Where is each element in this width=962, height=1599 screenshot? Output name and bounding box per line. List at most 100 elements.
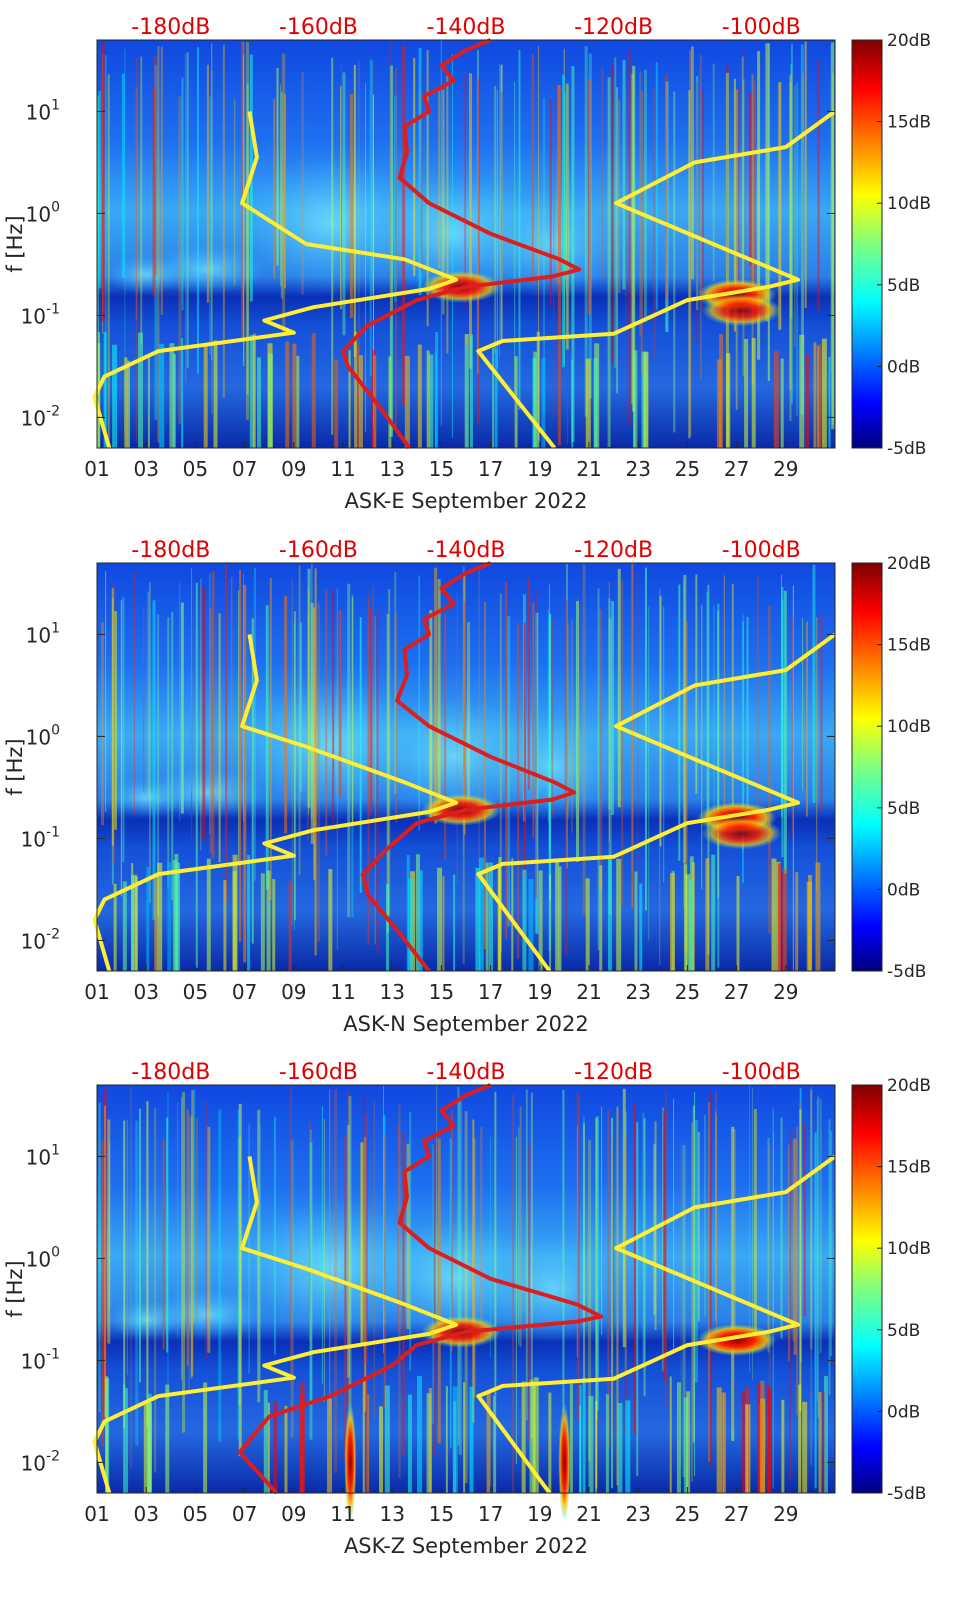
transient-streak xyxy=(664,1091,667,1406)
transient-streak xyxy=(659,595,662,847)
transient-streak xyxy=(389,65,393,437)
transient-streak xyxy=(195,582,198,968)
low-frequency-column xyxy=(154,874,158,971)
transient-streak xyxy=(291,579,293,926)
transient-streak xyxy=(523,622,526,878)
top-db-label: -120dB xyxy=(574,15,653,40)
transient-streak xyxy=(790,64,793,318)
transient-streak xyxy=(595,1117,598,1489)
transient-streak xyxy=(383,1136,386,1408)
low-frequency-column xyxy=(442,876,445,971)
low-frequency-column xyxy=(716,359,722,448)
x-tick-label: 09 xyxy=(281,980,306,1004)
transient-streak xyxy=(628,49,632,426)
low-frequency-column xyxy=(633,350,638,448)
transient-streak xyxy=(140,56,143,346)
transient-streak xyxy=(547,609,549,823)
y-tick-label: 100 xyxy=(26,1244,60,1271)
x-tick-label: 13 xyxy=(379,1502,404,1526)
y-tick-label: 10-2 xyxy=(21,926,60,953)
low-frequency-column xyxy=(311,333,316,448)
transient-streak xyxy=(283,93,286,289)
transient-streak xyxy=(243,584,247,963)
transient-streak xyxy=(289,1086,292,1388)
low-frequency-column xyxy=(571,359,574,448)
transient-streak xyxy=(534,589,537,898)
transient-streak xyxy=(789,1129,791,1480)
low-frequency-column xyxy=(815,862,821,971)
low-frequency-column xyxy=(203,1382,208,1493)
transient-streak xyxy=(716,1115,718,1330)
transient-streak xyxy=(413,58,416,276)
x-tick-label: 27 xyxy=(724,457,749,481)
transient-streak xyxy=(265,605,269,890)
low-frequency-column xyxy=(823,1376,828,1493)
low-frequency-column xyxy=(428,1388,432,1493)
transient-streak xyxy=(518,49,521,410)
spectrogram-panel-2: 01 03 05 07 09 11 13 15 17 19 21 23 25 27 2910-210-110… xyxy=(3,538,931,1036)
transient-streak xyxy=(665,74,668,300)
transient-streak xyxy=(792,1139,795,1342)
transient-streak xyxy=(418,47,422,296)
transient-streak xyxy=(564,600,568,956)
transient-streak xyxy=(440,40,442,426)
transient-streak xyxy=(112,583,116,863)
top-db-label: -140dB xyxy=(427,538,506,563)
transient-streak xyxy=(830,44,832,373)
transient-streak xyxy=(186,52,189,368)
top-axis-labels: -180dB -160dB -140dB -120dB -100dB xyxy=(131,1060,800,1085)
transient-streak xyxy=(709,1091,712,1468)
transient-streak xyxy=(97,96,100,395)
low-frequency-column xyxy=(388,356,392,448)
y-tick-exponent: 0 xyxy=(51,1244,60,1260)
transient-streak xyxy=(191,567,193,792)
low-frequency-column xyxy=(445,1386,448,1493)
low-frequency-column xyxy=(465,344,469,448)
low-frequency-column xyxy=(167,862,172,971)
glow-patch xyxy=(482,1234,623,1344)
transient-streak xyxy=(360,1142,364,1345)
transient-streaks xyxy=(98,1085,833,1493)
transient-streak xyxy=(780,1117,783,1339)
low-frequency-column xyxy=(299,1382,305,1493)
transient-streak xyxy=(557,86,561,446)
transient-streak xyxy=(614,57,617,368)
x-tick-label: 23 xyxy=(625,1502,650,1526)
transient-streak xyxy=(694,1120,698,1383)
low-frequency-column xyxy=(686,1391,691,1493)
transient-streak xyxy=(358,61,360,412)
low-frequency-column xyxy=(146,1401,151,1493)
transient-streak xyxy=(565,83,569,350)
transient-streak xyxy=(463,619,465,854)
x-tick-label: 23 xyxy=(625,980,650,1004)
x-tick-label: 19 xyxy=(527,1502,552,1526)
transient-streak xyxy=(588,53,592,399)
transient-streak xyxy=(237,1137,241,1406)
y-axis-title: f [Hz] xyxy=(3,1260,27,1317)
transient-streak xyxy=(293,611,296,921)
transient-streak xyxy=(426,50,429,327)
transient-streak xyxy=(146,1101,149,1427)
low-frequency-column xyxy=(157,862,163,971)
low-frequency-column xyxy=(223,880,227,971)
low-frequency-column xyxy=(744,338,749,448)
transient-streak xyxy=(202,588,206,840)
transient-streak xyxy=(632,65,636,412)
transient-streak xyxy=(238,590,240,866)
colorbar-gradient xyxy=(851,39,883,449)
transient-streak xyxy=(231,577,233,805)
transient-streak xyxy=(642,1112,645,1366)
low-frequency-column xyxy=(685,874,691,971)
transient-streak xyxy=(243,54,245,366)
y-tick-label: 101 xyxy=(26,97,60,124)
x-tick-label: 21 xyxy=(576,457,601,481)
low-frequency-column xyxy=(533,1377,539,1493)
transient-streak xyxy=(515,1136,517,1465)
transient-streak xyxy=(489,1136,491,1358)
transient-streak xyxy=(477,78,480,425)
transient-streak xyxy=(418,575,420,831)
transient-streak xyxy=(307,568,311,808)
colorbar-label: 15dB xyxy=(887,113,931,133)
low-frequency-column xyxy=(643,352,649,448)
spectrogram-panel-3: 01 03 05 07 09 11 13 15 17 19 21 23 25 27 2910-210-110… xyxy=(3,1060,931,1558)
